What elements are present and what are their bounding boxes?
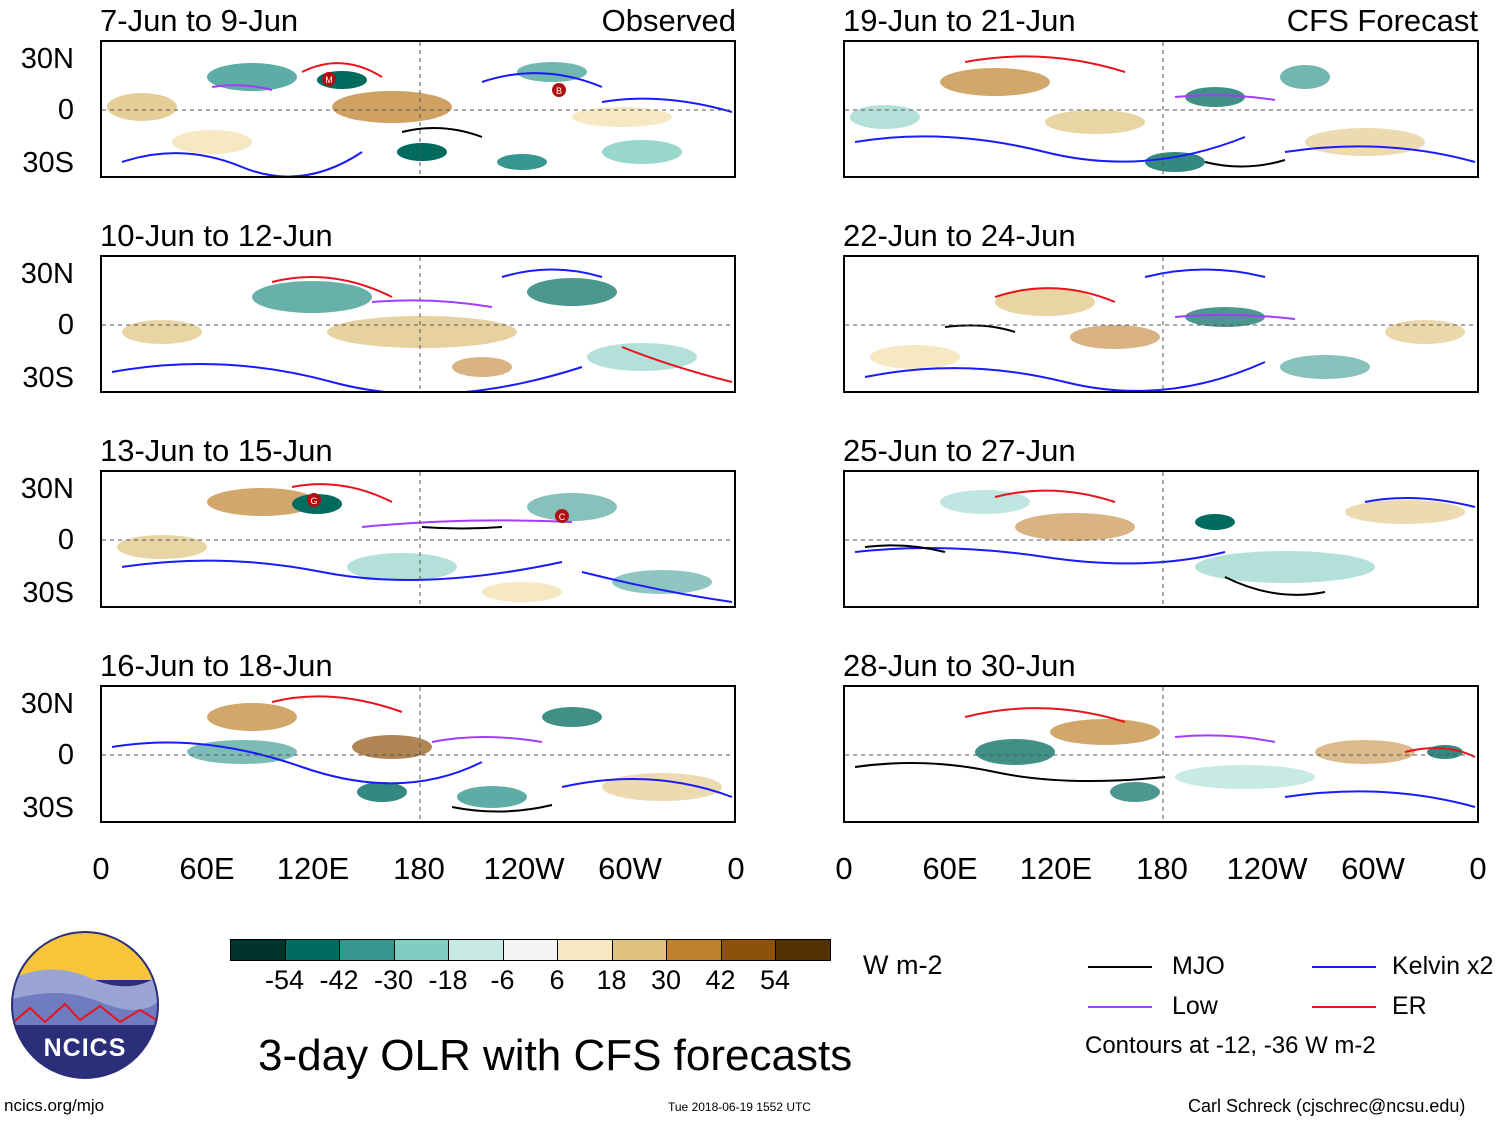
colorbar-tick-label: -6 [490,965,515,995]
colorbar-swatch [448,939,504,961]
panel-title-obs-3: 13-Jun to 15-Jun [100,433,333,468]
lon-label-60e: 60E [179,851,235,886]
olr-anomaly-shading [107,62,682,170]
legend-line-low [1088,1006,1152,1008]
colorbar-swatch [284,939,340,961]
wave-contours [121,62,733,176]
colorbar-swatch [775,939,831,961]
colorbar-swatch [666,939,722,961]
panel-title-obs-4: 16-Jun to 18-Jun [100,648,333,683]
olr-map-observed-4 [100,685,736,823]
footer-url[interactable]: ncics.org/mjo [4,1096,105,1115]
legend-line-kelvin [1312,966,1376,968]
colorbar-tick-label: -18 [428,965,468,995]
colorbar-tick-label: 6 [549,965,565,995]
observed-tag: Observed [601,3,736,38]
lat-label-30s: 30S [22,362,74,394]
contour-note: Contours at -12, -36 W m-2 [1085,1032,1376,1059]
storm-marker-c: C [559,512,566,522]
lon-label-120e: 120E [1019,851,1093,886]
panel-title-obs-1: 7-Jun to 9-Jun [100,3,299,38]
colorbar-swatch [611,939,667,961]
olr-map-forecast-2 [843,255,1479,393]
lon-label-360: 0 [727,851,745,886]
colorbar-tick-label: -54 [264,965,305,995]
colorbar-tick-label: 42 [705,965,736,995]
colorbar-tick-label: -42 [319,965,359,995]
olr-map-observed-1: M B [100,40,736,178]
lat-label-30s: 30S [22,577,74,609]
colorbar-tick-label: -30 [373,965,414,995]
panel-title-fcst-3: 25-Jun to 27-Jun [843,433,1076,468]
olr-map-forecast-4 [843,685,1479,823]
lat-label-30n: 30N [20,688,74,720]
lat-label-eq: 0 [57,739,74,771]
logo-text: NCICS [44,1034,127,1062]
lon-label-120e: 120E [276,851,350,886]
lat-label-30s: 30S [22,792,74,824]
lon-label-60w: 60W [1341,851,1405,886]
colorbar-swatch [502,939,558,961]
panel-title-fcst-2: 22-Jun to 24-Jun [843,218,1076,253]
panel-title-fcst-4: 28-Jun to 30-Jun [843,648,1076,683]
legend-label-er: ER [1392,992,1427,1020]
main-title: 3-day OLR with CFS forecasts [258,1031,853,1080]
footer-credit: Carl Schreck (cjschrec@ncsu.edu) [1188,1096,1466,1116]
lat-label-eq: 0 [57,94,74,126]
olr-map-observed-2 [100,255,736,393]
colorbar-tick-label: 54 [759,965,791,995]
colorbar-tick-label: 30 [650,965,682,995]
colorbar-swatch [720,939,776,961]
lon-label-360: 0 [1469,851,1487,886]
lon-label-180: 180 [1136,851,1188,886]
colorbar-swatch [339,939,395,961]
lon-label-0: 0 [835,851,853,886]
colorbar-tick-label: 18 [596,965,627,995]
legend-line-er [1312,1006,1376,1008]
legend-line-mjo [1088,966,1152,968]
storm-marker-g: G [310,496,317,506]
storm-marker-b: B [556,86,562,96]
lat-label-30n: 30N [20,473,74,505]
legend-label-mjo: MJO [1172,952,1225,980]
legend-label-low: Low [1172,992,1218,1020]
footer-timestamp: Tue 2018-06-19 1552 UTC [668,1100,811,1114]
legend-label-kelvin: Kelvin x2 [1392,952,1494,980]
lon-label-120w: 120W [1226,851,1308,886]
lon-label-60e: 60E [922,851,978,886]
colorbar-swatch [230,939,286,961]
ncics-logo: NCICS [10,930,160,1080]
cfs-forecast-tag: CFS Forecast [1286,3,1478,38]
colorbar-swatch [393,939,449,961]
lat-label-30s: 30S [22,147,74,179]
lat-label-30n: 30N [20,43,74,75]
olr-map-observed-3: G C [100,470,736,608]
lon-label-120w: 120W [483,851,565,886]
lon-label-180: 180 [393,851,445,886]
lat-label-eq: 0 [57,524,74,556]
storm-marker-m: M [325,75,333,85]
olr-map-forecast-3 [843,470,1479,608]
lat-label-30n: 30N [20,258,74,290]
panel-title-fcst-1: 19-Jun to 21-Jun [843,3,1076,38]
colorbar-unit: W m-2 [863,950,943,980]
lat-label-eq: 0 [57,309,74,341]
lon-label-60w: 60W [598,851,662,886]
olr-map-forecast-1 [843,40,1479,178]
lon-label-0: 0 [92,851,110,886]
panel-title-obs-2: 10-Jun to 12-Jun [100,218,333,253]
colorbar-swatch [557,939,613,961]
